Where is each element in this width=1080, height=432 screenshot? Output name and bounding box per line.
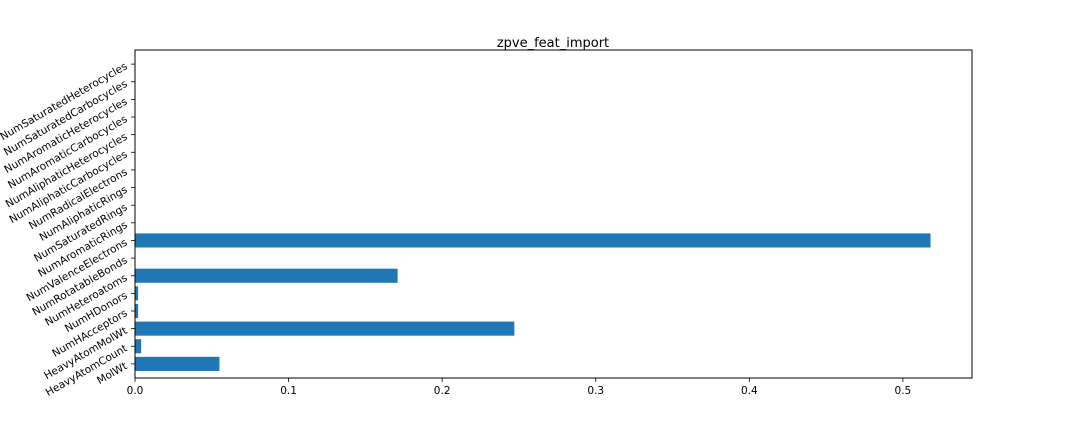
bar-HeavyAtomCount: [135, 339, 142, 354]
x-tick-label: 0.2: [434, 385, 451, 397]
plot-frame: [134, 49, 973, 379]
bar-NumHeteroatoms: [135, 268, 398, 283]
x-tick-label: 0.3: [587, 385, 604, 397]
x-tick-label: 0.5: [895, 385, 912, 397]
bar-NumHAcceptors: [135, 303, 139, 319]
bar-NumValenceElectrons: [135, 233, 931, 248]
x-ticks-group: 0.0 0.1 0.2 0.3 0.4 0.5: [127, 378, 912, 397]
x-tick-label: 0.4: [741, 385, 758, 397]
bar-HeavyAtomMolWt: [135, 321, 515, 336]
bar-MolWt: [135, 356, 220, 371]
bars-group: [135, 233, 931, 371]
x-tick-label: 0.0: [127, 385, 144, 397]
bar-NumHDonors: [135, 286, 139, 301]
x-tick-label: 0.1: [280, 385, 297, 397]
chart-title: zpve_feat_import: [497, 36, 609, 51]
